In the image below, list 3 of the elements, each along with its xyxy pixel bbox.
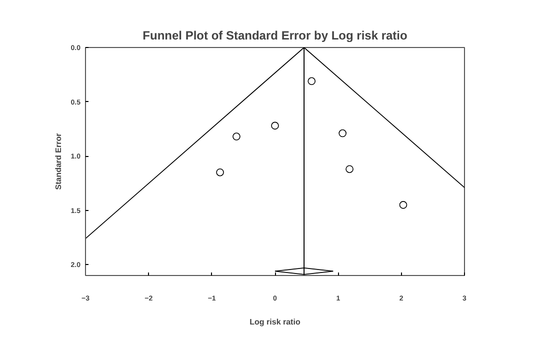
chart-title: Funnel Plot of Standard Error by Log risk ratio xyxy=(142,28,408,42)
y-axis-title: Standard Error xyxy=(54,133,63,190)
x-axis-title: Log risk ratio xyxy=(250,318,300,326)
